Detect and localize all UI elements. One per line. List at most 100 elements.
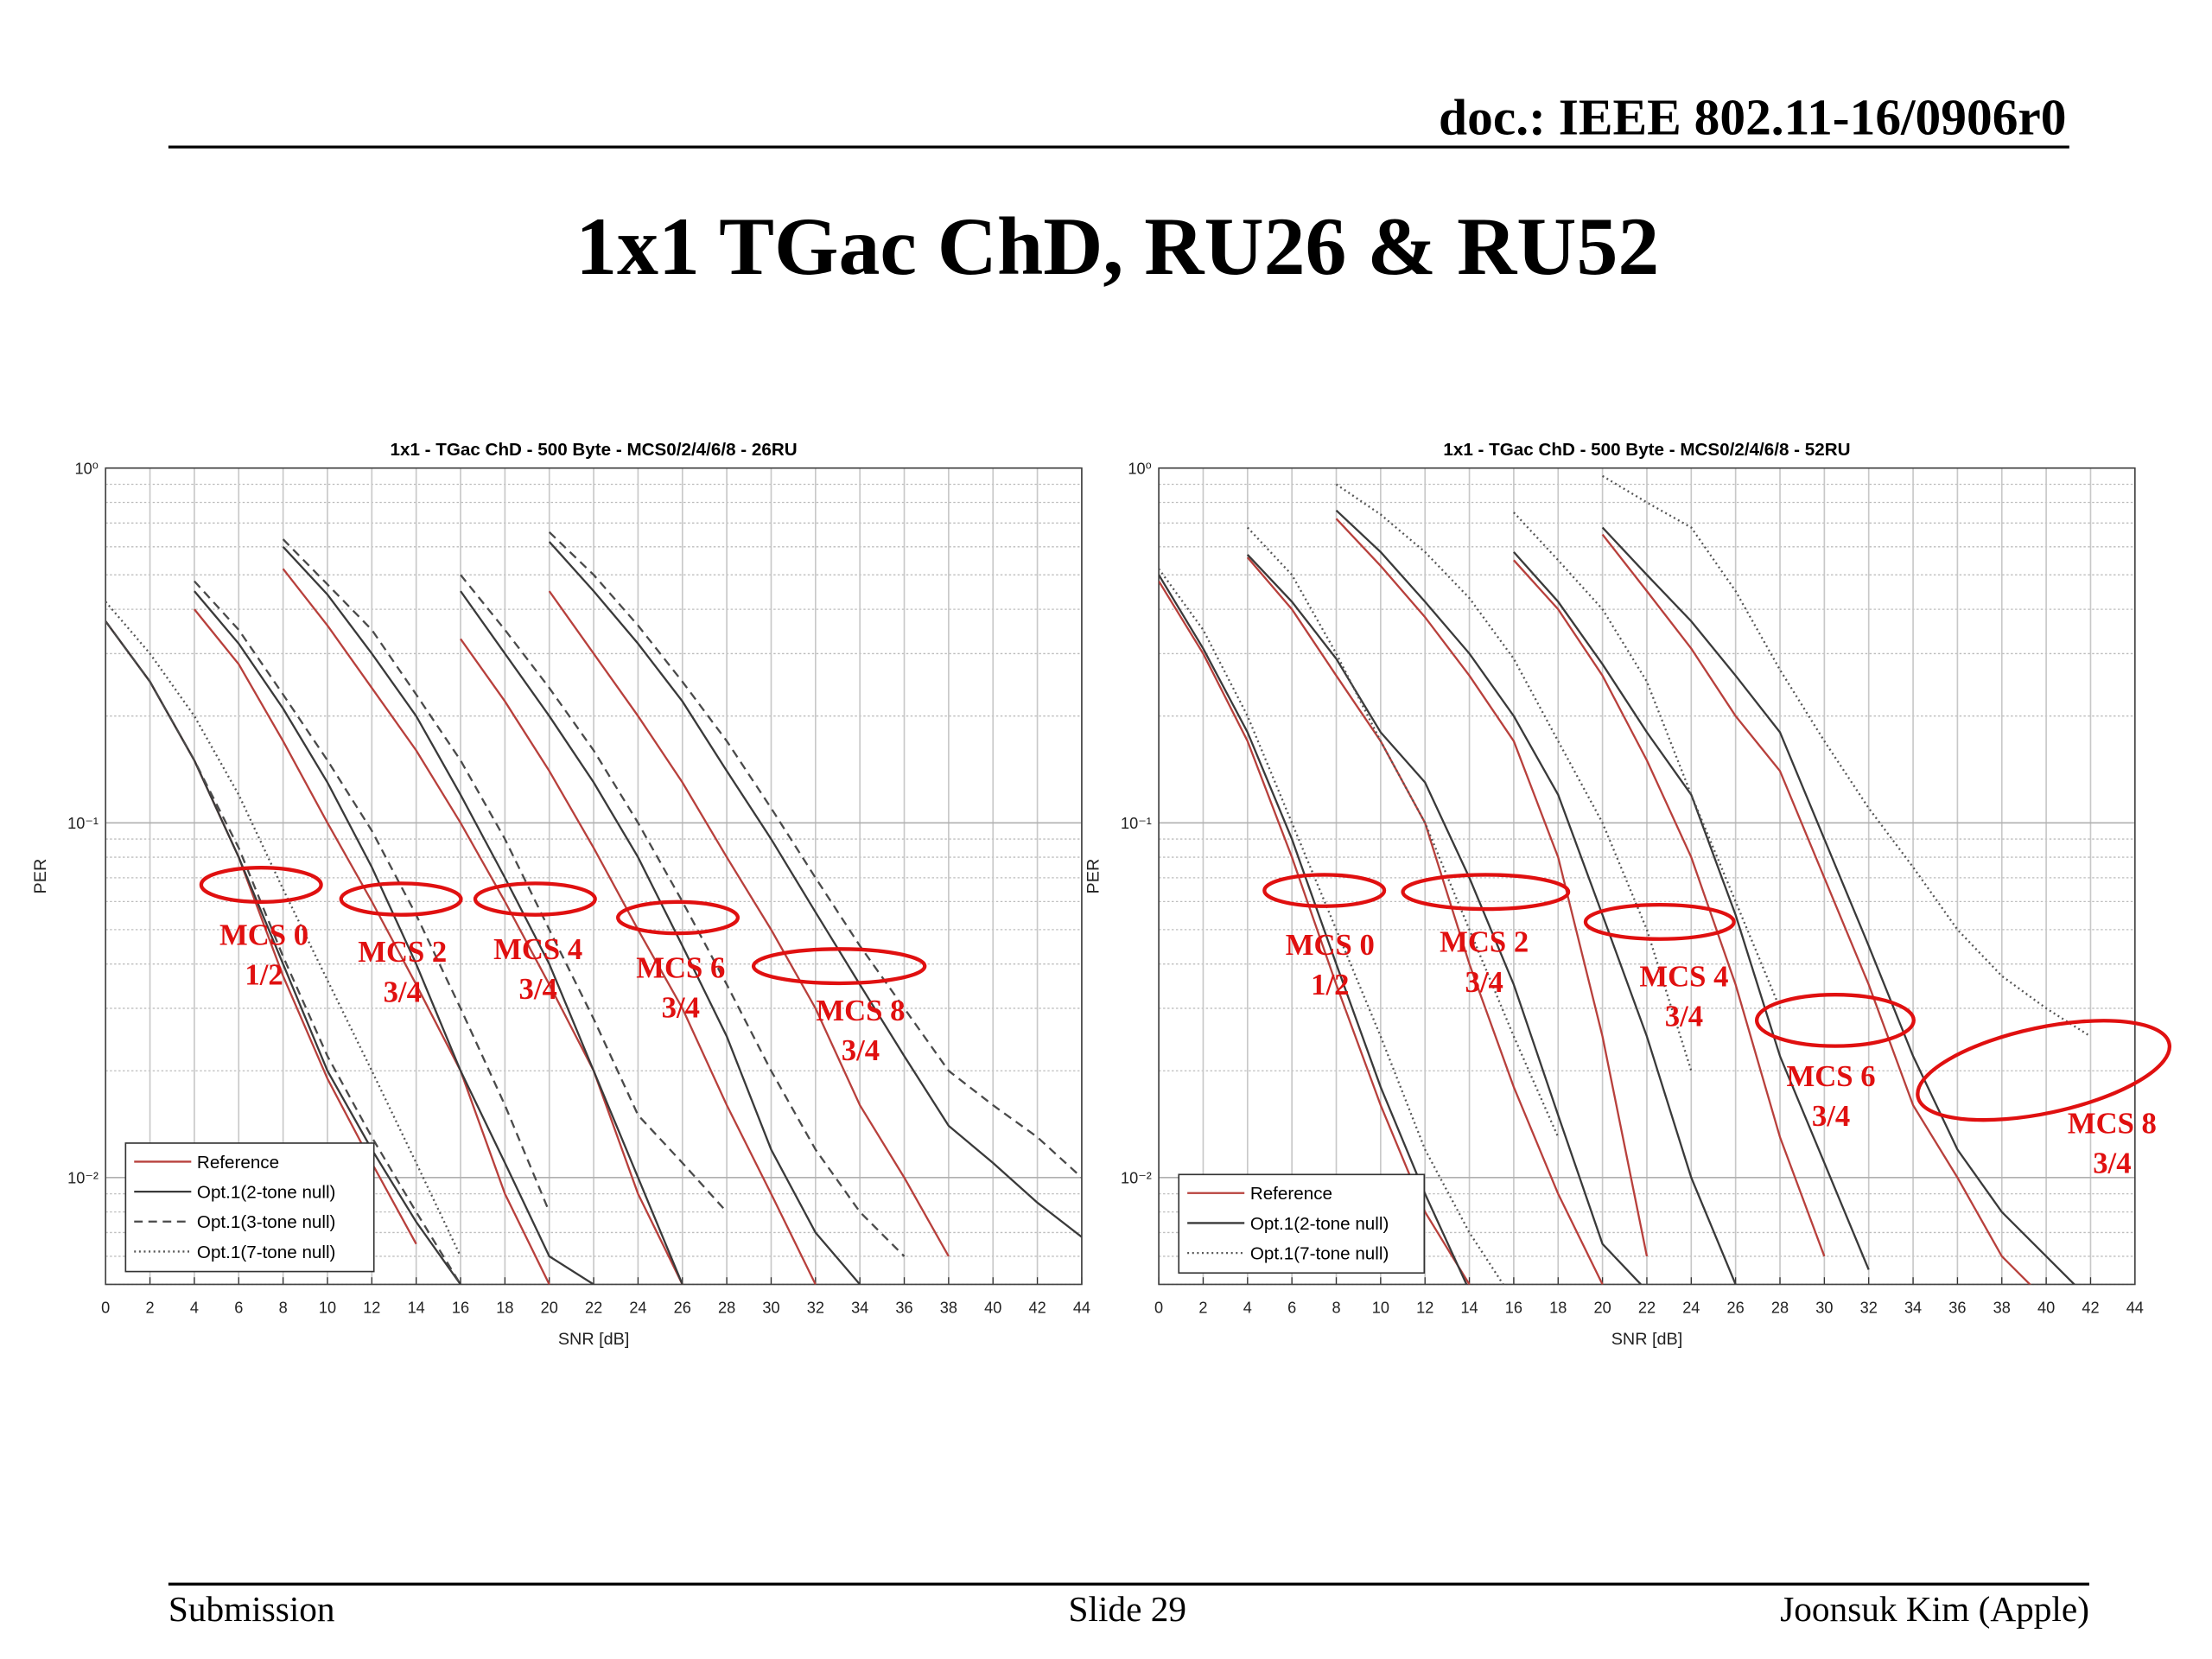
legend-label: Reference — [197, 1153, 279, 1173]
y-tick-label: 10⁻¹ — [67, 815, 99, 832]
x-tick-label: 18 — [496, 1299, 513, 1316]
x-tick-label: 26 — [1727, 1299, 1745, 1316]
legend-label: Opt.1(2-tone null) — [1250, 1214, 1389, 1234]
x-tick-label: 8 — [279, 1299, 288, 1316]
x-tick-label: 4 — [1243, 1299, 1252, 1316]
annotation-ellipse — [473, 881, 597, 917]
x-tick-label: 32 — [1860, 1299, 1878, 1316]
x-tick-label: 10 — [319, 1299, 336, 1316]
x-tick-label: 24 — [629, 1299, 646, 1316]
x-tick-label: 44 — [2126, 1299, 2144, 1316]
annotation-text: MCS 0 — [1286, 928, 1375, 962]
x-tick-label: 34 — [1904, 1299, 1922, 1316]
legend-label: Reference — [1250, 1184, 1332, 1204]
annotation-text: 1/2 — [245, 958, 283, 992]
annotation-ellipse — [616, 899, 741, 936]
series-line — [105, 601, 462, 1257]
footer-center: Slide 29 — [1069, 1589, 1186, 1629]
x-tick-label: 18 — [1549, 1299, 1567, 1316]
x-tick-label: 16 — [1505, 1299, 1522, 1316]
x-tick-label: 4 — [190, 1299, 199, 1316]
annotation-text: 1/2 — [1311, 968, 1349, 1001]
series-line — [1159, 518, 2031, 1285]
x-tick-label: 10 — [1372, 1299, 1389, 1316]
y-tick-label: 10⁰ — [74, 460, 98, 477]
annotation-text: MCS 6 — [1786, 1059, 1875, 1093]
annotation-text: 3/4 — [842, 1033, 880, 1067]
series-line — [1159, 474, 2092, 1285]
x-tick-label: 22 — [585, 1299, 602, 1316]
x-tick-label: 14 — [408, 1299, 425, 1316]
y-tick-label: 10⁻¹ — [1121, 815, 1152, 832]
footer-left: Submission — [168, 1589, 335, 1629]
legend: Reference Opt.1(2-tone null) Opt.1(7-tone … — [1178, 1173, 1426, 1274]
annotation-text: MCS 0 — [219, 918, 308, 951]
x-tick-label: 42 — [1028, 1299, 1046, 1316]
x-tick-label: 6 — [1287, 1299, 1296, 1316]
x-tick-label: 12 — [1416, 1299, 1433, 1316]
x-tick-label: 22 — [1638, 1299, 1656, 1316]
y-tick-label: 10⁰ — [1128, 460, 1151, 477]
y-axis-label: PER — [1084, 859, 1103, 894]
chart-title: 1x1 - TGac ChD - 500 Byte - MCS0/2/4/6/8… — [1443, 440, 1850, 460]
x-tick-label: 40 — [984, 1299, 1001, 1316]
y-tick-label: 10⁻² — [67, 1169, 99, 1186]
chart-title: 1x1 - TGac ChD - 500 Byte - MCS0/2/4/6/8… — [391, 440, 798, 460]
annotation-ellipse — [751, 947, 927, 986]
x-axis-label: SNR [dB] — [1611, 1330, 1683, 1349]
annotation-text: 3/4 — [2093, 1147, 2131, 1180]
x-tick-label: 30 — [1815, 1299, 1833, 1316]
annotation-text: MCS 4 — [493, 932, 582, 966]
legend-box — [124, 1142, 375, 1273]
legend-label: Opt.1(7-tone null) — [197, 1243, 336, 1262]
x-tick-label: 6 — [234, 1299, 243, 1316]
x-tick-label: 42 — [2082, 1299, 2099, 1316]
x-tick-label: 36 — [1948, 1299, 1966, 1316]
legend-label: Opt.1(2-tone null) — [197, 1183, 336, 1203]
annotation-text: MCS 6 — [636, 950, 725, 984]
annotation-text: 3/4 — [519, 972, 557, 1006]
y-axis-label: PER — [31, 859, 50, 894]
annotation-text: MCS 4 — [1639, 959, 1728, 993]
annotation-text: MCS 8 — [2068, 1106, 2157, 1140]
x-tick-label: 12 — [363, 1299, 380, 1316]
x-tick-label: 20 — [1594, 1299, 1611, 1316]
x-tick-label: 2 — [146, 1299, 155, 1316]
series-line — [105, 531, 1082, 1285]
annotation-ellipse — [1916, 1019, 2172, 1122]
x-tick-label: 38 — [1993, 1299, 2011, 1316]
x-tick-label: 0 — [1154, 1299, 1163, 1316]
x-tick-label: 24 — [1682, 1299, 1700, 1316]
annotation-ellipse — [1401, 873, 1571, 912]
annotation-text: 3/4 — [384, 975, 422, 1008]
x-tick-label: 2 — [1198, 1299, 1207, 1316]
x-tick-label: 38 — [940, 1299, 957, 1316]
x-tick-label: 16 — [452, 1299, 469, 1316]
annotation-ellipse — [339, 881, 463, 917]
legend-label: Opt.1(7-tone null) — [1250, 1244, 1389, 1264]
annotation-text: 3/4 — [1465, 965, 1503, 999]
x-tick-label: 36 — [895, 1299, 912, 1316]
y-tick-label: 10⁻² — [1121, 1169, 1152, 1186]
chart: 0 2 4 6 8 10 12 14 16 18 20 22 24 26 28 30 32 34 36 38 40 42 4… — [1084, 440, 2172, 1349]
annotation-text: MCS 8 — [816, 994, 905, 1027]
series-line — [1159, 509, 2076, 1285]
annotation-text: 3/4 — [1812, 1099, 1850, 1133]
annotation-text: 3/4 — [662, 991, 700, 1025]
chart: 0 2 4 6 8 10 12 14 16 18 20 22 24 26 28 30 32 34 36 38 40 42 4… — [31, 440, 1090, 1349]
x-axis-label: SNR [dB] — [558, 1330, 630, 1349]
annotation-ellipse — [199, 866, 323, 904]
slide-title: 1x1 TGac ChD, RU26 & RU52 — [575, 200, 1659, 292]
x-tick-label: 8 — [1332, 1299, 1340, 1316]
x-tick-label: 32 — [807, 1299, 824, 1316]
x-tick-label: 26 — [674, 1299, 691, 1316]
x-tick-label: 28 — [718, 1299, 735, 1316]
annotation-ellipse — [1754, 993, 1916, 1048]
x-tick-label: 40 — [2037, 1299, 2055, 1316]
x-tick-label: 28 — [1771, 1299, 1789, 1316]
legend-label: Opt.1(3-tone null) — [197, 1212, 336, 1232]
annotation-ellipse — [1583, 902, 1736, 941]
footer-right: Joonsuk Kim (Apple) — [1780, 1589, 2089, 1630]
